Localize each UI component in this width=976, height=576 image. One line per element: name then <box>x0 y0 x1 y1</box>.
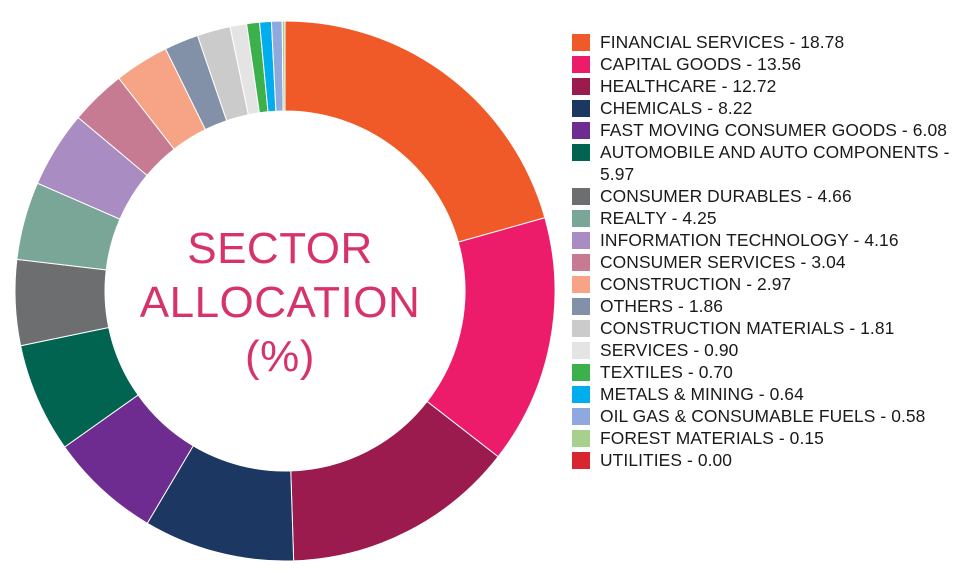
legend-label: OTHERS - 1.86 <box>600 296 724 316</box>
legend-item: INFORMATION TECHNOLOGY - 4.16 <box>572 229 972 251</box>
legend-swatch <box>572 56 590 73</box>
legend-label: UTILITIES - 0.00 <box>600 450 733 470</box>
legend-item: TEXTILES - 0.70 <box>572 361 972 383</box>
legend-label: METALS & MINING - 0.64 <box>600 384 804 404</box>
chart-title-line-2: ALLOCATION <box>139 278 421 327</box>
legend-label: FAST MOVING CONSUMER GOODS - 6.08 <box>600 120 947 140</box>
legend-label: CAPITAL GOODS - 13.56 <box>600 54 802 74</box>
legend-label: HEALTHCARE - 12.72 <box>600 76 777 96</box>
chart-title-line-1: SECTOR <box>187 224 373 273</box>
legend-item: FINANCIAL SERVICES - 18.78 <box>572 31 972 53</box>
legend-swatch <box>572 276 590 293</box>
legend-label: CONSTRUCTION MATERIALS - 1.81 <box>600 318 895 338</box>
legend-item: CONSTRUCTION MATERIALS - 1.81 <box>572 317 972 339</box>
legend-swatch <box>572 408 590 425</box>
legend-label: AUTOMOBILE AND AUTO COMPONENTS - 5.97 <box>600 142 950 184</box>
donut-chart <box>14 20 556 562</box>
legend-item: OTHERS - 1.86 <box>572 295 972 317</box>
legend-swatch <box>572 254 590 271</box>
legend-label: CONSTRUCTION - 2.97 <box>600 274 792 294</box>
legend-item: CHEMICALS - 8.22 <box>572 97 972 119</box>
legend-item: CONSUMER SERVICES - 3.04 <box>572 251 972 273</box>
legend-swatch <box>572 188 590 205</box>
legend-label: CHEMICALS - 8.22 <box>600 98 753 118</box>
legend-label: TEXTILES - 0.70 <box>600 362 733 382</box>
legend-swatch <box>572 430 590 447</box>
legend-label: SERVICES - 0.90 <box>600 340 739 360</box>
legend-swatch <box>572 100 590 117</box>
legend-swatch <box>572 34 590 51</box>
legend-item: CONSTRUCTION - 2.97 <box>572 273 972 295</box>
chart-title-line-3: (%) <box>245 332 315 381</box>
donut-slice-forest-materials <box>281 20 286 112</box>
legend-swatch <box>572 122 590 139</box>
legend-item: AUTOMOBILE AND AUTO COMPONENTS - 5.97 <box>572 141 972 185</box>
legend-item: OIL GAS & CONSUMABLE FUELS - 0.58 <box>572 405 972 427</box>
legend-swatch <box>572 452 590 469</box>
legend-item: FOREST MATERIALS - 0.15 <box>572 427 972 449</box>
legend-label: OIL GAS & CONSUMABLE FUELS - 0.58 <box>600 406 926 426</box>
legend-item: CAPITAL GOODS - 13.56 <box>572 53 972 75</box>
legend-swatch <box>572 78 590 95</box>
legend-swatch <box>572 364 590 381</box>
legend-item: CONSUMER DURABLES - 4.66 <box>572 185 972 207</box>
legend-swatch <box>572 320 590 337</box>
legend-swatch <box>572 386 590 403</box>
legend-label: REALTY - 4.25 <box>600 208 717 228</box>
legend-label: FOREST MATERIALS - 0.15 <box>600 428 824 448</box>
legend-item: SERVICES - 0.90 <box>572 339 972 361</box>
legend-item: FAST MOVING CONSUMER GOODS - 6.08 <box>572 119 972 141</box>
legend-item: REALTY - 4.25 <box>572 207 972 229</box>
legend-swatch <box>572 232 590 249</box>
legend-label: INFORMATION TECHNOLOGY - 4.16 <box>600 230 899 250</box>
legend-swatch <box>572 298 590 315</box>
legend-swatch <box>572 144 590 161</box>
legend-item: UTILITIES - 0.00 <box>572 449 972 471</box>
chart-legend: FINANCIAL SERVICES - 18.78 CAPITAL GOODS … <box>572 31 972 471</box>
legend-item: METALS & MINING - 0.64 <box>572 383 972 405</box>
legend-label: FINANCIAL SERVICES - 18.78 <box>600 32 845 52</box>
donut-slice-financial-services <box>284 20 546 243</box>
legend-swatch <box>572 210 590 227</box>
legend-swatch <box>572 342 590 359</box>
legend-item: HEALTHCARE - 12.72 <box>572 75 972 97</box>
legend-label: CONSUMER SERVICES - 3.04 <box>600 252 846 272</box>
chart-title: SECTOR ALLOCATION (%) <box>120 222 440 384</box>
legend-label: CONSUMER DURABLES - 4.66 <box>600 186 852 206</box>
